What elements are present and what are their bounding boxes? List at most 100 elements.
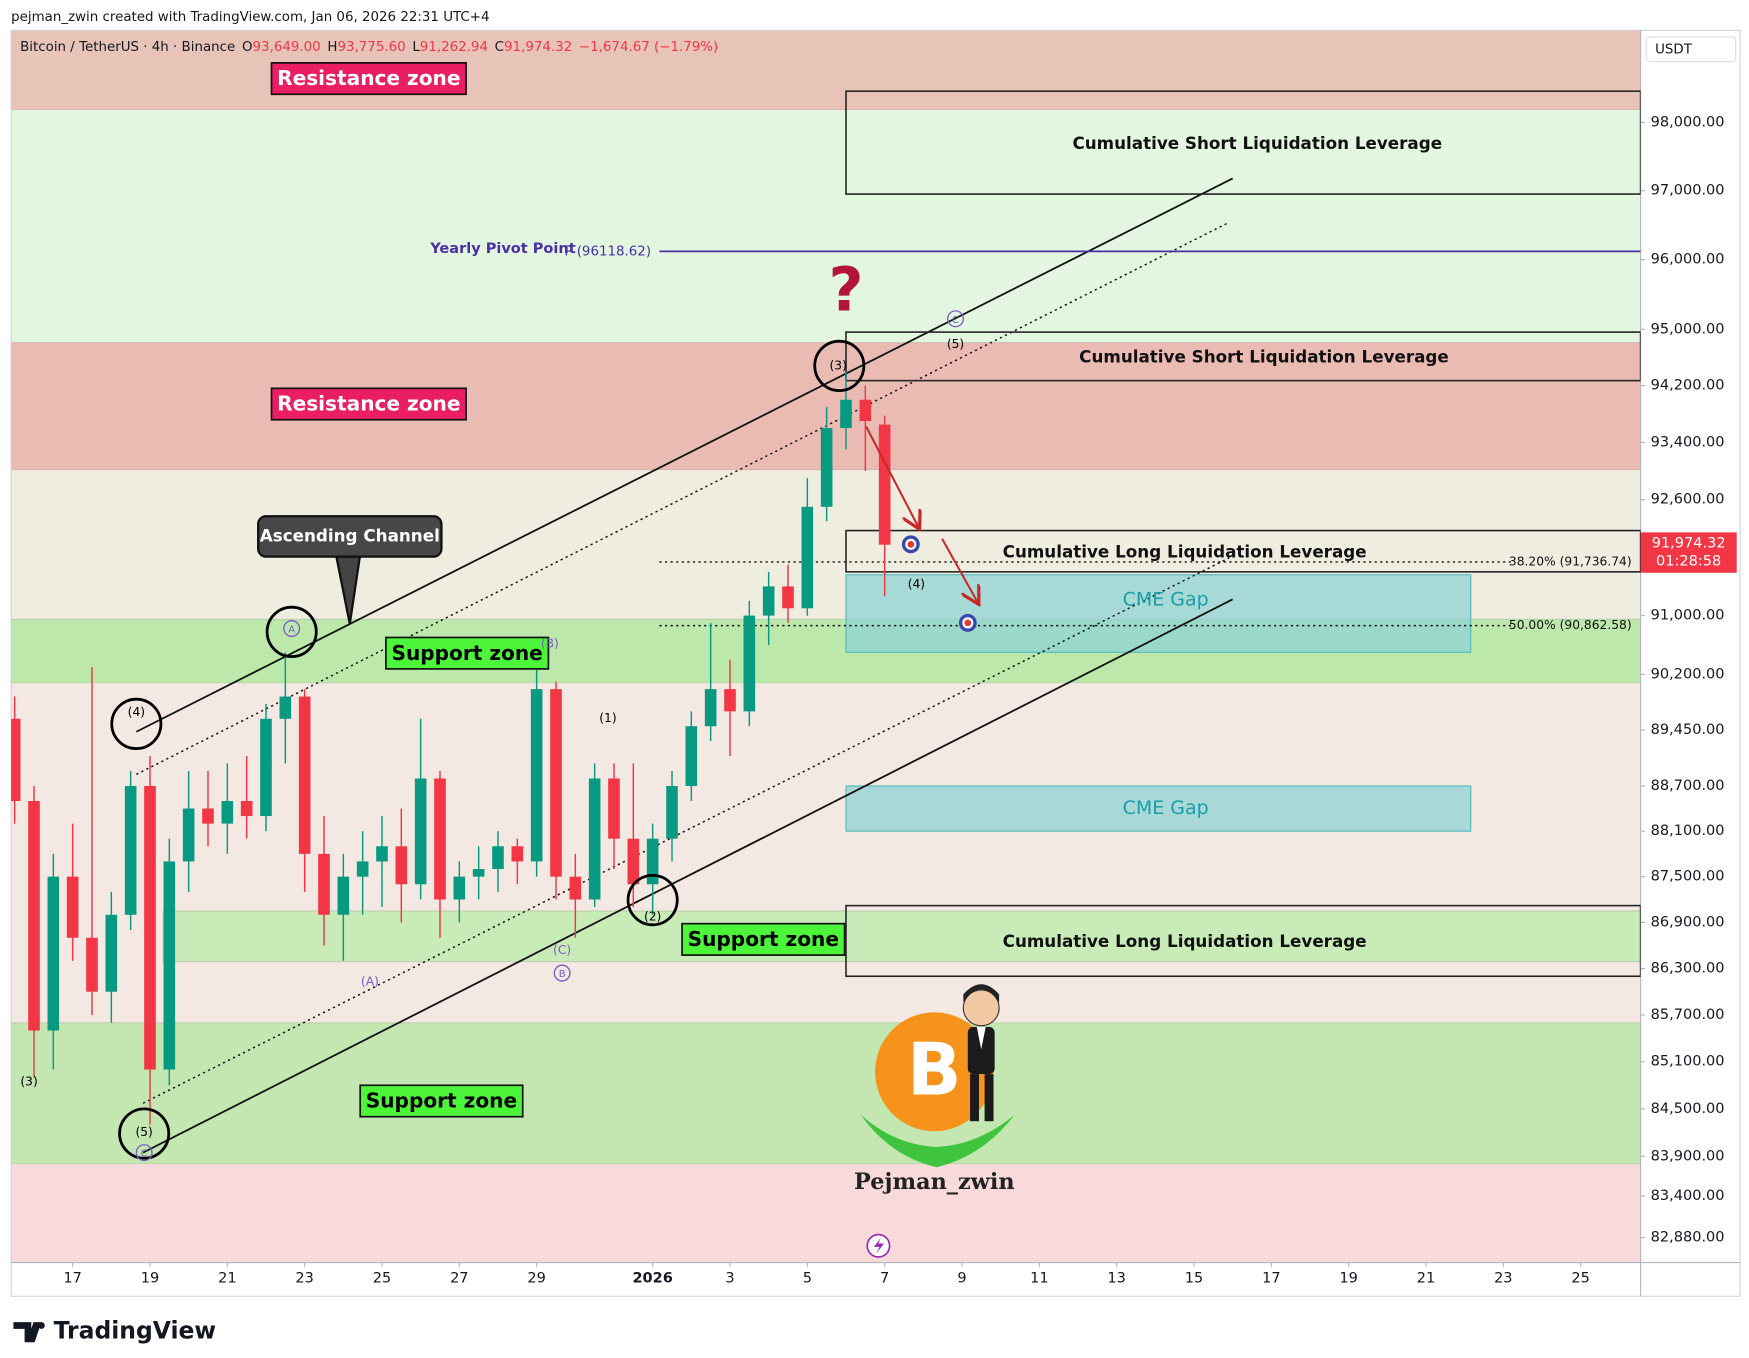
currency-box[interactable] xyxy=(1645,36,1737,63)
attribution: pejman_zwin created with TradingView.com… xyxy=(11,10,489,25)
x-tick-label: 7 xyxy=(880,1269,889,1286)
candle-body xyxy=(28,800,40,1031)
wave-label: (3) xyxy=(829,358,846,372)
cme-gap xyxy=(845,574,1472,653)
candle-body xyxy=(878,424,891,545)
callout-box xyxy=(257,515,443,558)
liquidation-box xyxy=(845,904,1641,978)
x-tick-label: 19 xyxy=(141,1269,159,1286)
candle-body xyxy=(569,876,582,900)
wave-label: (B) xyxy=(541,637,559,651)
y-tick-label: 83,400.00 xyxy=(1651,1187,1725,1204)
candle-body xyxy=(820,428,833,507)
candle-body xyxy=(279,696,292,719)
wave-label: (5) xyxy=(947,337,964,351)
countdown: 01:28:58 xyxy=(1656,553,1721,570)
y-tick-label: 98,000.00 xyxy=(1651,113,1725,130)
x-tick-label: 29 xyxy=(527,1269,545,1286)
candle-body xyxy=(453,876,466,900)
brand: TradingView xyxy=(54,1317,216,1345)
candle-body xyxy=(840,399,852,429)
x-tick-label: 11 xyxy=(1030,1269,1048,1286)
plot-frame xyxy=(10,29,1741,1297)
candle-body xyxy=(298,696,311,854)
pivot-label: P (96118.62) xyxy=(564,244,651,259)
candle-body xyxy=(859,399,872,421)
x-tick-label: 25 xyxy=(1571,1269,1589,1286)
currency[interactable]: USDT xyxy=(1655,42,1693,57)
liquidation-label: Cumulative Short Liquidation Leverage xyxy=(1079,346,1449,366)
target-icon xyxy=(901,535,920,554)
arrow xyxy=(865,426,919,527)
brand-logo xyxy=(13,1322,45,1343)
wave-label: (4) xyxy=(908,577,925,591)
candle-body xyxy=(704,689,717,727)
x-tick-label: 23 xyxy=(1494,1269,1512,1286)
wave-label: (1) xyxy=(599,711,616,725)
y-tick-label: 89,450.00 xyxy=(1651,721,1725,738)
candles xyxy=(11,371,891,1125)
y-tick-label: 90,200.00 xyxy=(1651,665,1725,682)
candle-body xyxy=(240,800,253,817)
candle-body xyxy=(66,876,79,938)
axes: 98,000.00 97,000.00 96,000.00 95,000.00 94,2… xyxy=(10,29,1741,1297)
x-tick-label: 21 xyxy=(218,1269,236,1286)
zone-label: Support zone xyxy=(391,641,542,665)
liquidation-label: Cumulative Long Liquidation Leverage xyxy=(1003,931,1367,951)
wave-label: (3) xyxy=(20,1074,37,1088)
candle-body xyxy=(685,726,698,786)
wave-label: C xyxy=(952,315,959,326)
fib-label: 38.20% (91,736.74) xyxy=(1509,554,1632,568)
x-tick-label: 17 xyxy=(1262,1269,1280,1286)
wave-label-ring xyxy=(553,964,571,982)
event-icon-bolt xyxy=(873,1237,884,1254)
zone-label-box xyxy=(270,387,467,421)
legend-value: 93,649.00 xyxy=(253,40,321,55)
y-tick-label: 83,900.00 xyxy=(1651,1147,1725,1164)
candle-body xyxy=(550,689,562,877)
legend-symbol: Bitcoin / TetherUS · 4h · Binance xyxy=(20,40,235,55)
candle-body xyxy=(202,808,214,824)
y-tick-label: 88,700.00 xyxy=(1651,777,1725,794)
target-icon xyxy=(958,613,977,632)
x-tick-label: 15 xyxy=(1185,1269,1203,1286)
liquidation-box xyxy=(845,331,1641,382)
last-price-box xyxy=(1640,532,1737,573)
y-tick-label: 95,000.00 xyxy=(1651,320,1725,337)
wave-label: (C) xyxy=(553,943,571,957)
zone-label-box xyxy=(270,62,467,96)
candle-body xyxy=(86,937,98,992)
wave-label-ring xyxy=(947,310,965,328)
cme-gap xyxy=(845,785,1472,832)
wave-label-ring xyxy=(135,1144,153,1162)
zones xyxy=(11,30,1641,1263)
x-tick-label: 21 xyxy=(1417,1269,1435,1286)
candle-body xyxy=(608,778,620,839)
zone-label: Resistance zone xyxy=(277,392,460,416)
zone-label: Support zone xyxy=(366,1089,517,1113)
wave-circle xyxy=(813,339,866,392)
wave-label: (5) xyxy=(135,1125,152,1139)
x-tick-label: 23 xyxy=(295,1269,313,1286)
wave-circle xyxy=(110,697,163,750)
wave-circle xyxy=(265,605,318,658)
y-tick-label: 97,000.00 xyxy=(1651,182,1725,199)
x-tick-label: 13 xyxy=(1107,1269,1125,1286)
drawings xyxy=(135,90,1641,1154)
legend-value: 93,775.60 xyxy=(337,40,405,55)
legend-key: C xyxy=(495,40,504,55)
candle-body xyxy=(376,846,388,862)
cme-gap-label: CME Gap xyxy=(1123,589,1209,611)
y-tick-label: 87,500.00 xyxy=(1651,868,1725,885)
y-tick-label: 88,100.00 xyxy=(1651,822,1725,839)
zone xyxy=(11,683,1641,1023)
zone xyxy=(162,910,1641,963)
cme-gap-label: CME Gap xyxy=(1123,797,1209,819)
y-tick-label: 96,000.00 xyxy=(1651,251,1725,268)
wave-circle xyxy=(118,1107,171,1160)
x-tick-label: 19 xyxy=(1339,1269,1357,1286)
annotations: Ascending Channel ? B Pejman_zwin Resist… xyxy=(20,62,1632,1258)
wave-label: A xyxy=(288,625,295,636)
